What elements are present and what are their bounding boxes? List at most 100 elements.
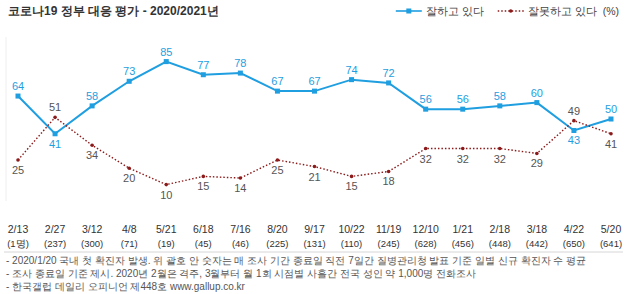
x-tick-label: 2/18	[490, 223, 511, 235]
x-tick-label: 5/20	[601, 223, 622, 235]
series-line	[18, 62, 611, 134]
data-label: 10	[160, 189, 172, 201]
data-label: 41	[49, 138, 61, 150]
x-sublabel: (237)	[44, 238, 66, 249]
data-label: 72	[383, 67, 395, 79]
data-label: 77	[197, 59, 209, 71]
point	[164, 59, 169, 64]
point	[276, 158, 280, 162]
point	[498, 147, 502, 151]
title: 코로나19 정부 대응 평가 - 2020/2021년	[8, 4, 219, 18]
data-label: 25	[271, 164, 283, 176]
point	[609, 117, 614, 122]
data-label: 34	[86, 149, 98, 161]
point	[386, 80, 391, 85]
point	[202, 175, 206, 179]
x-tick-label: 8/20	[267, 223, 288, 235]
data-label: 25	[12, 164, 24, 176]
separator	[4, 252, 623, 253]
x-sublabel: (300)	[81, 238, 103, 249]
x-sublabel: (456)	[452, 238, 474, 249]
data-label: 15	[197, 180, 209, 192]
x-tick-label: 12/10	[413, 223, 439, 235]
point	[90, 143, 94, 147]
point	[238, 71, 243, 76]
data-label: 58	[86, 90, 98, 102]
x-sublabel: (1명)	[7, 238, 29, 249]
data-label: 51	[49, 101, 61, 113]
point	[313, 165, 317, 169]
chart: 코로나19 정부 대응 평가 - 2020/2021년 (%) 잘못하고 있다 잘하고…	[0, 0, 627, 294]
footnote: - 조사 종료일 기준 제시. 2020년 2월은 격주, 3월부터 월 1회 …	[6, 268, 476, 279]
x-sublabel: (442)	[526, 238, 548, 249]
x-tick-label: 2/27	[45, 223, 66, 235]
x-axis: 2/13(1명)2/27(237)3/12(300)4/8(71)5/21(19…	[7, 223, 622, 249]
point	[423, 107, 428, 112]
x-sublabel: (641)	[600, 238, 622, 249]
x-tick-label: 11/19	[376, 223, 402, 235]
point	[350, 175, 354, 179]
x-sublabel: (448)	[489, 238, 511, 249]
x-sublabel: (225)	[266, 238, 288, 249]
point	[424, 147, 428, 151]
point	[127, 166, 131, 170]
x-sublabel: (131)	[303, 238, 325, 249]
data-label: 56	[420, 93, 432, 105]
data-label: 18	[383, 175, 395, 187]
x-sublabel: (628)	[415, 238, 437, 249]
point	[571, 128, 576, 133]
x-sublabel: (110)	[341, 238, 362, 249]
point	[164, 183, 168, 187]
data-label: 15	[345, 180, 357, 192]
x-tick-label: 10/22	[338, 223, 364, 235]
data-label: 43	[568, 134, 580, 146]
x-tick-label: 5/21	[156, 223, 177, 235]
x-sublabel: (46)	[232, 238, 249, 249]
x-sublabel: (71)	[121, 238, 138, 249]
unit-label: (%)	[603, 5, 619, 17]
x-tick-label: 9/17	[304, 223, 325, 235]
x-tick-label: 3/18	[527, 223, 548, 235]
x-tick-label: 6/18	[193, 223, 214, 235]
x-sublabel: (19)	[158, 238, 175, 249]
legend-marker	[406, 9, 411, 14]
point	[535, 152, 539, 156]
footnote: - 한국갤럽 데일리 오피니언 제448호 www.gallup.co.kr	[6, 281, 246, 292]
footnote: - 2020/1/20 국내 첫 확진자 발생. 위 괄호 안 숫자는 매 조사…	[6, 255, 586, 266]
data-label: 67	[271, 75, 283, 87]
plot-area	[16, 59, 614, 186]
point	[90, 103, 95, 108]
legend-label: 잘하고 있다	[426, 5, 484, 17]
data-label: 14	[234, 182, 246, 194]
data-label: 49	[568, 105, 580, 117]
legend: (%) 잘못하고 있다 잘하고 있다	[396, 5, 619, 17]
point	[460, 107, 465, 112]
data-label: 50	[605, 103, 617, 115]
point	[275, 89, 280, 94]
x-tick-label: 4/22	[564, 223, 585, 235]
point	[312, 89, 317, 94]
x-sublabel: (650)	[563, 238, 585, 249]
data-label: 73	[123, 65, 135, 77]
point	[53, 116, 57, 120]
data-label: 85	[160, 46, 172, 58]
data-label: 78	[234, 57, 246, 69]
point	[239, 176, 243, 180]
point	[16, 94, 21, 99]
point	[16, 158, 20, 162]
data-labels: 6441587385777867677472565658604350255134…	[12, 46, 617, 201]
legend-label: 잘못하고 있다	[528, 5, 597, 17]
point	[497, 103, 502, 108]
data-label: 56	[457, 93, 469, 105]
point	[609, 132, 613, 136]
point	[572, 119, 576, 123]
point	[349, 77, 354, 82]
x-tick-label: 3/12	[82, 223, 103, 235]
x-sublabel: (245)	[378, 238, 400, 249]
series-line	[18, 117, 611, 184]
x-tick-label: 4/8	[122, 223, 137, 235]
data-label: 60	[531, 87, 543, 99]
data-label: 74	[345, 64, 357, 76]
legend-marker	[509, 9, 513, 13]
data-label: 20	[123, 172, 135, 184]
